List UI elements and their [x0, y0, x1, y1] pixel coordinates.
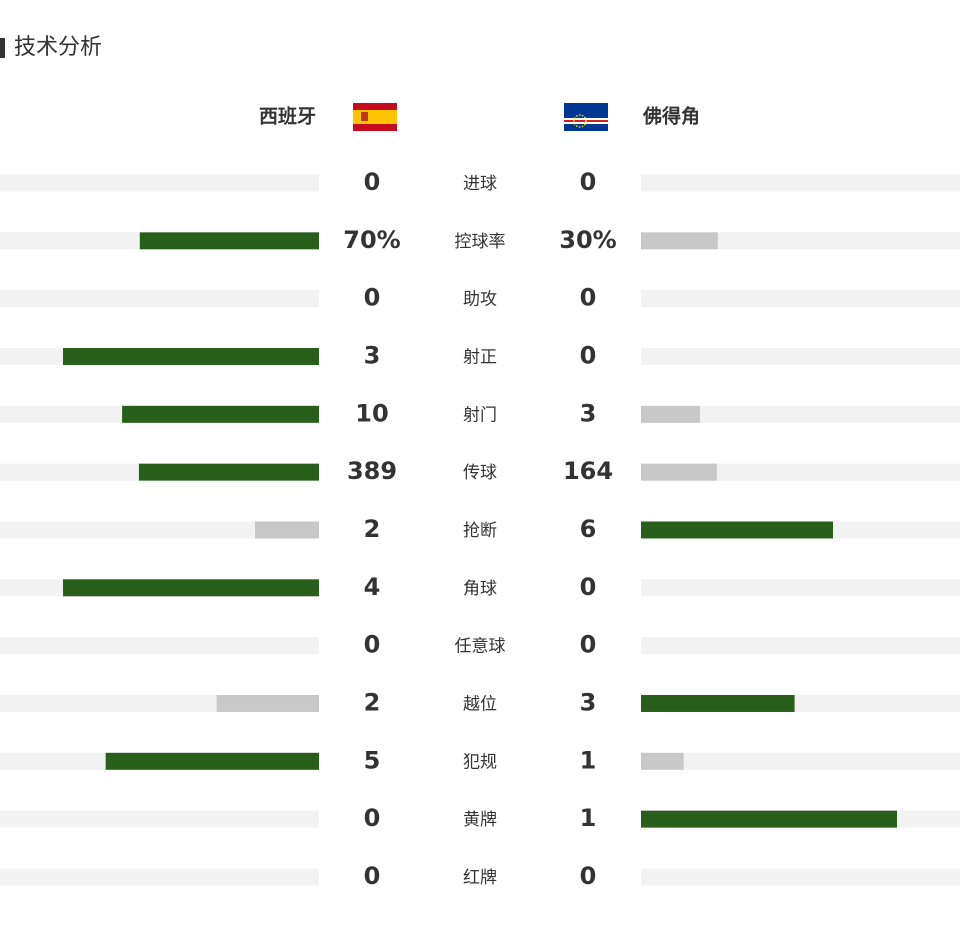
- away-value: 6: [580, 515, 597, 543]
- away-track: [641, 232, 960, 250]
- away-value: 30%: [559, 226, 616, 254]
- stat-label: 越位: [463, 694, 497, 714]
- stat-label: 任意球: [455, 637, 506, 657]
- home-value: 3: [364, 341, 381, 369]
- home-bar: [255, 521, 319, 539]
- away-value: 0: [580, 284, 597, 312]
- stat-label: 进球: [463, 174, 497, 194]
- away-value: 0: [580, 341, 597, 369]
- away-bar: [641, 521, 833, 539]
- away-track: [641, 868, 960, 886]
- home-flag: [353, 103, 397, 131]
- home-value: 0: [364, 168, 381, 196]
- stat-label: 抢断: [463, 521, 497, 541]
- away-bar: [641, 752, 684, 770]
- home-bar: [105, 752, 320, 770]
- away-bar: [641, 232, 718, 250]
- home-track: [0, 868, 319, 886]
- stat-label: 犯规: [463, 752, 497, 772]
- home-value: 2: [364, 515, 381, 543]
- home-value: 0: [364, 804, 381, 832]
- away-track: [641, 637, 960, 655]
- stat-label: 红牌: [463, 868, 497, 888]
- home-track: [0, 521, 319, 539]
- away-value: 0: [580, 862, 597, 890]
- home-value: 10: [355, 399, 388, 427]
- away-value: 0: [580, 631, 597, 659]
- away-team: 佛得角: [642, 105, 700, 128]
- home-value: 0: [364, 284, 381, 312]
- stat-label: 射正: [463, 347, 497, 367]
- away-track: [641, 405, 960, 423]
- home-bar: [216, 694, 319, 712]
- stat-label: 角球: [463, 579, 497, 599]
- home-team: 西班牙: [259, 105, 316, 128]
- home-value: 5: [364, 746, 381, 774]
- home-track: [0, 637, 319, 655]
- away-track: [641, 347, 960, 365]
- away-bar: [641, 405, 701, 423]
- away-value: 1: [580, 804, 597, 832]
- away-track: [641, 579, 960, 597]
- home-bar: [138, 463, 319, 481]
- home-bar: [139, 232, 319, 250]
- stat-label: 助攻: [463, 290, 497, 310]
- stat-label: 射门: [463, 405, 497, 425]
- home-bar: [63, 347, 319, 365]
- away-track: [641, 290, 960, 308]
- away-value: 0: [580, 168, 597, 196]
- away-track: [641, 174, 960, 192]
- title-marker: [0, 38, 5, 58]
- home-value: 389: [347, 457, 397, 485]
- away-track: [641, 752, 960, 770]
- away-bar: [641, 463, 717, 481]
- home-value: 2: [364, 688, 381, 716]
- home-track: [0, 810, 319, 828]
- home-track: [0, 174, 319, 192]
- away-value: 3: [580, 688, 597, 716]
- home-track: [0, 290, 319, 308]
- away-value: 1: [580, 746, 597, 774]
- section-title: 技术分析: [14, 35, 102, 60]
- stat-label: 控球率: [455, 232, 506, 252]
- home-value: 0: [364, 631, 381, 659]
- away-flag: [564, 103, 608, 131]
- stat-label: 黄牌: [463, 810, 497, 830]
- home-value: 70%: [343, 226, 400, 254]
- away-bar: [641, 694, 795, 712]
- away-track: [641, 463, 960, 481]
- away-value: 3: [580, 399, 597, 427]
- away-value: 164: [563, 457, 613, 485]
- home-value: 0: [364, 862, 381, 890]
- stat-label: 传球: [463, 463, 497, 483]
- home-value: 4: [364, 573, 381, 601]
- away-value: 0: [580, 573, 597, 601]
- home-bar: [63, 579, 319, 597]
- home-bar: [122, 405, 319, 423]
- away-bar: [641, 810, 897, 828]
